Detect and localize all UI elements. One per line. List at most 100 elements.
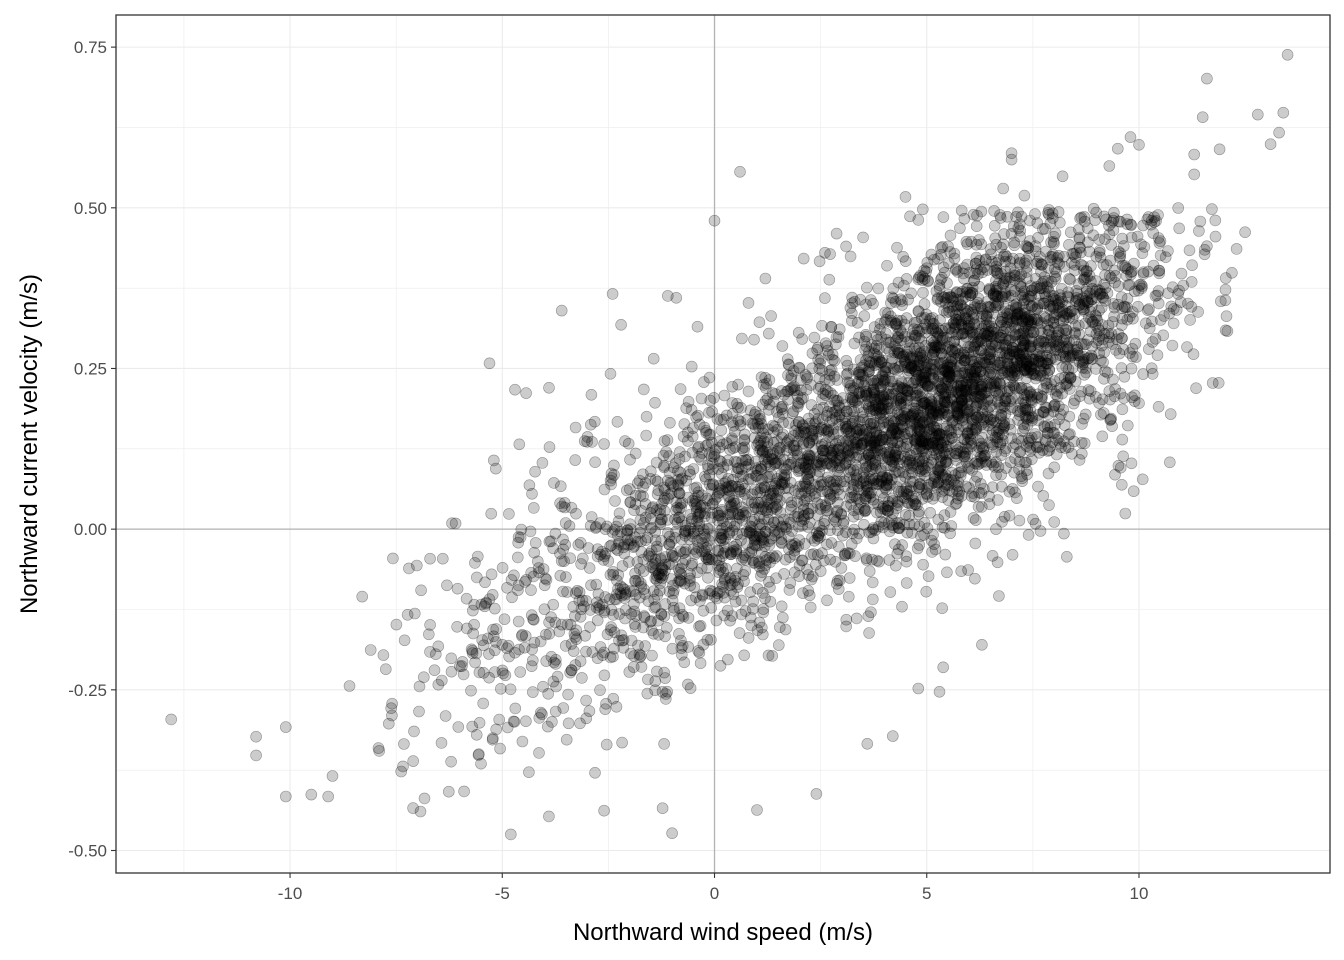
data-point [1105,327,1118,340]
data-point [1034,342,1047,354]
data-point [824,248,836,260]
data-point [852,480,864,493]
data-point [764,448,777,461]
data-point [665,546,678,559]
data-point [767,447,779,459]
data-point [1019,404,1032,416]
data-point [1066,349,1079,362]
data-point [1020,464,1033,477]
data-point [822,457,835,470]
data-point [496,561,509,574]
data-point [971,458,984,471]
data-point [569,454,582,466]
x-axis: -10 -5 0 5 10 [278,873,1148,903]
data-point [951,444,964,457]
data-point [937,661,950,674]
data-point [1012,405,1024,417]
data-point [477,639,490,652]
data-point [745,619,758,632]
data-point [863,460,875,473]
data-point [1003,313,1016,326]
data-point [600,738,613,751]
data-point [788,566,801,579]
y-axis: -0.50-0.250.000.250.500.75 [68,38,116,861]
data-point [795,384,807,397]
data-point [591,596,603,609]
data-point [1007,252,1019,265]
data-point [1026,412,1039,424]
data-point [846,291,858,304]
data-point [1083,245,1096,258]
data-point [663,538,676,551]
data-point [1044,217,1057,230]
data-point [816,413,829,426]
data-point [897,250,910,263]
data-point [733,627,746,639]
data-point [943,343,956,356]
data-point [618,592,631,604]
data-point [892,522,905,535]
data-point [805,573,818,586]
data-point [881,259,893,272]
data-point [899,509,912,521]
data-point [445,652,458,665]
data-point [904,351,916,364]
data-point [882,307,894,320]
reference-lines [116,15,1330,873]
data-point [716,484,729,497]
data-point [1051,343,1064,356]
data-point [598,804,610,817]
data-point [711,544,724,557]
data-point [1038,406,1050,419]
data-point [934,450,946,463]
data-point [652,614,664,627]
data-point [565,501,578,514]
data-point [591,652,604,665]
data-point [998,228,1010,240]
data-point [868,393,881,406]
data-point [697,376,710,388]
data-point [793,570,806,583]
data-point [900,392,913,404]
data-point [1221,325,1234,337]
data-point [976,266,989,279]
data-point [560,571,572,583]
data-point [554,547,566,560]
data-point [831,496,844,509]
data-point [913,443,926,456]
data-point [1188,148,1200,161]
data-point [806,502,818,515]
data-point [724,443,736,456]
data-point [912,682,925,695]
data-point [986,255,998,268]
data-point [673,563,685,576]
data-point [917,558,929,571]
data-point [942,494,955,507]
data-point [977,444,989,456]
data-point [1206,203,1218,215]
data-point [1183,244,1196,257]
data-point [585,388,598,401]
data-point [957,411,969,424]
data-point [987,287,1000,300]
data-point [776,403,788,416]
data-point [503,508,515,520]
data-point [705,450,718,462]
data-point [948,478,961,490]
data-point [857,231,869,244]
data-point [1051,385,1063,397]
data-point [759,371,772,384]
data-point [814,357,826,370]
data-point [1103,160,1116,172]
data-point [778,471,791,484]
data-point [531,555,544,568]
data-point [891,436,904,449]
data-point [886,291,898,304]
data-point [913,355,926,368]
data-point [826,444,839,457]
data-point [1101,366,1114,379]
data-point [1048,516,1060,528]
data-point [1124,131,1137,143]
data-point [918,529,930,541]
data-point [536,708,548,721]
